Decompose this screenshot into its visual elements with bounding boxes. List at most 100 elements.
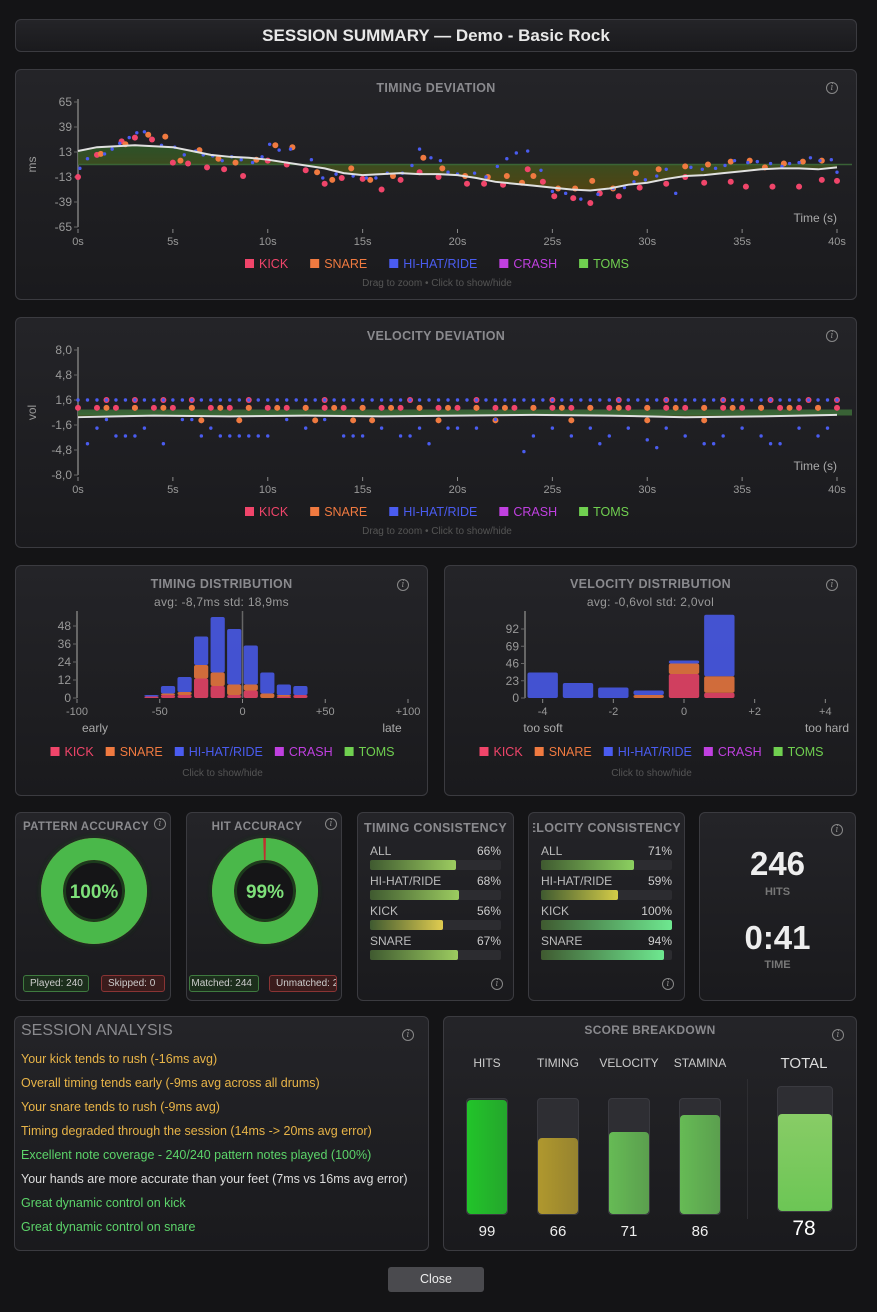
- point-snare: [644, 404, 651, 411]
- point-snare: [701, 417, 708, 424]
- legend-item-snare[interactable]: SNARE: [120, 745, 163, 759]
- close-button[interactable]: Close: [388, 1267, 484, 1292]
- legend-item-crash[interactable]: CRASH: [718, 745, 762, 759]
- row-value: 56%: [476, 904, 501, 918]
- point-hihat: [127, 135, 131, 140]
- score-bar-fill: [680, 1115, 720, 1214]
- point-hihat: [455, 426, 460, 430]
- bar-snare: [668, 663, 700, 674]
- timing-deviation-chart[interactable]: 65 39 13 -13 -39 -65 ms 0s 5s 10s 15s 20s 25s 30s 35s 4…: [16, 70, 858, 301]
- bar-hihat: [210, 617, 225, 673]
- row-label: HI-HAT/RIDE: [541, 874, 613, 888]
- legend-item-hihat[interactable]: HI-HAT/RIDE: [403, 505, 477, 519]
- legend-swatch-toms: [344, 747, 354, 756]
- info-icon[interactable]: i: [402, 1029, 414, 1041]
- x-axis-label: Time (s): [793, 459, 837, 473]
- legend-item-crash[interactable]: CRASH: [513, 257, 557, 271]
- legend-item-kick[interactable]: KICK: [494, 745, 524, 759]
- y-tick-label: 39: [59, 120, 73, 134]
- point-hihat: [408, 398, 412, 402]
- legend-swatch-kick: [245, 259, 254, 268]
- legend-item-hihat[interactable]: HI-HAT/RIDE: [189, 745, 263, 759]
- point-hihat: [702, 398, 706, 402]
- point-kick: [302, 167, 309, 174]
- point-kick: [570, 195, 577, 202]
- x-tick-label: -50: [152, 706, 168, 718]
- point-hihat: [730, 398, 735, 402]
- point-hihat: [180, 417, 185, 422]
- progress-track: [370, 920, 501, 930]
- legend-item-kick[interactable]: KICK: [259, 505, 289, 519]
- info-icon[interactable]: i: [491, 978, 503, 990]
- y-tick-label: 0: [64, 691, 71, 705]
- point-kick: [615, 193, 622, 200]
- info-icon[interactable]: i: [826, 330, 838, 342]
- legend-item-kick[interactable]: KICK: [65, 745, 95, 759]
- legend-item-snare[interactable]: SNARE: [324, 505, 367, 519]
- point-hihat: [417, 147, 422, 151]
- point-kick: [818, 176, 825, 183]
- point-snare: [245, 404, 252, 411]
- point-kick: [834, 177, 840, 184]
- legend-item-snare[interactable]: SNARE: [324, 257, 367, 271]
- legend-item-snare[interactable]: SNARE: [549, 745, 592, 759]
- point-snare: [177, 157, 184, 164]
- point-kick: [397, 176, 404, 183]
- point-hihat: [389, 398, 393, 402]
- legend-item-toms[interactable]: TOMS: [593, 505, 629, 519]
- legend-item-toms[interactable]: TOMS: [593, 257, 629, 271]
- point-kick: [321, 180, 328, 187]
- y-tick-label: 48: [58, 619, 72, 633]
- info-icon[interactable]: i: [832, 1029, 844, 1041]
- info-icon[interactable]: i: [826, 579, 838, 591]
- point-kick: [149, 136, 156, 143]
- right-label: too hard: [805, 721, 849, 735]
- bar-hihat: [276, 684, 291, 695]
- point-hihat: [285, 398, 289, 402]
- velocity-distribution-chart[interactable]: 92 69 46 23 0 -4 -2 0 +2 +4 too soft too hard KICK SN…: [445, 566, 858, 797]
- info-icon[interactable]: i: [154, 818, 166, 830]
- point-hihat: [436, 398, 441, 402]
- score-value: 99: [478, 1223, 496, 1240]
- info-icon[interactable]: i: [831, 824, 843, 836]
- point-kick: [150, 404, 157, 411]
- info-icon[interactable]: i: [826, 82, 838, 94]
- legend-swatch-hihat: [389, 507, 399, 516]
- point-snare: [501, 404, 508, 411]
- legend-item-toms[interactable]: TOMS: [359, 745, 395, 759]
- progress-fill: [541, 950, 665, 960]
- legend-item-crash[interactable]: CRASH: [513, 505, 557, 519]
- legend-item-kick[interactable]: KICK: [259, 257, 289, 271]
- point-hihat: [161, 398, 166, 402]
- point-hihat: [104, 417, 109, 422]
- legend-item-hihat[interactable]: HI-HAT/RIDE: [403, 257, 477, 271]
- point-kick: [378, 186, 385, 193]
- point-hihat: [474, 398, 479, 402]
- point-hihat: [645, 398, 649, 402]
- legend-item-toms[interactable]: TOMS: [788, 745, 824, 759]
- point-hihat: [622, 185, 627, 190]
- info-icon[interactable]: i: [662, 978, 674, 990]
- info-icon[interactable]: i: [325, 818, 337, 830]
- point-kick: [492, 404, 499, 411]
- point-kick: [185, 160, 192, 167]
- legend-swatch-snare: [534, 747, 544, 756]
- legend-item-crash[interactable]: CRASH: [289, 745, 333, 759]
- point-hihat: [294, 398, 298, 402]
- row-value: 100%: [641, 904, 672, 918]
- analysis-title: SESSION ANALYSIS: [21, 1022, 173, 1039]
- x-tick-label: +4: [819, 706, 832, 718]
- point-hihat: [825, 426, 830, 430]
- point-hihat: [563, 191, 568, 196]
- point-snare: [644, 417, 651, 424]
- velocity-deviation-chart[interactable]: 8,0 4,8 1,6 -1,6 -4,8 -8,0 vol 0s 5s 10s 15s 20s 25s…: [16, 318, 858, 549]
- x-tick-label: 15s: [354, 236, 372, 248]
- point-hihat: [692, 398, 697, 402]
- donut-value: 99%: [246, 882, 284, 903]
- x-tick-label: 0: [681, 706, 687, 718]
- legend-item-hihat[interactable]: HI-HAT/RIDE: [618, 745, 692, 759]
- row-value: 67%: [476, 934, 501, 948]
- info-icon[interactable]: i: [397, 579, 409, 591]
- point-kick: [131, 134, 138, 141]
